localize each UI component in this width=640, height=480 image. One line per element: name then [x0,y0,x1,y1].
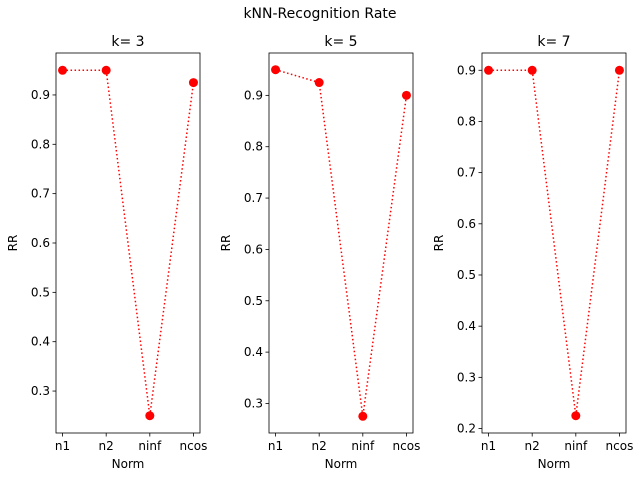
x-tick-label: n2 [99,439,114,453]
axes-frame [268,52,414,434]
y-axis-label: RR [432,235,446,252]
y-tick-label: 0.8 [31,137,50,151]
data-point-n2 [527,65,537,75]
y-tick-label: 0.5 [244,294,263,308]
y-tick-label: 0.6 [244,242,263,256]
y-tick-label: 0.3 [457,370,476,384]
y-tick-label: 0.4 [31,335,50,349]
subplot-title: k= 3 [111,34,144,50]
series-line [275,68,408,417]
data-point-n1 [58,65,68,75]
y-tick-label: 0.4 [244,345,263,359]
data-point-n2 [314,78,324,88]
data-point-n2 [101,65,111,75]
y-tick-label: 0.9 [244,88,263,102]
data-point-ninf [358,411,368,421]
y-tick-label: 0.4 [457,319,476,333]
x-tick-label: ninf [351,439,375,453]
x-tick-label: ninf [564,439,588,453]
y-tick-label: 0.6 [31,236,50,250]
data-point-n1 [271,65,281,75]
y-axis-label: RR [6,235,20,252]
x-axis-label: Norm [538,457,571,471]
x-tick-label: ncos [393,439,421,453]
data-point-ninf [145,411,155,421]
x-tick-label: ninf [138,439,162,453]
subplot-1: k= 3 n1 n2 ninf ncos 0.3 0.4 0.5 0.6 0.7 0.8 0.9 Nor… [6,34,207,471]
y-tick-label: 0.7 [244,191,263,205]
figure-title: kNN-Recognition Rate [243,6,396,22]
y-tick-label: 0.2 [457,422,476,436]
y-tick-label: 0.5 [457,268,476,282]
y-tick-label: 0.7 [31,187,50,201]
x-tick-label: n2 [525,439,540,453]
x-tick-label: ncos [180,439,208,453]
y-tick-label: 0.5 [31,285,50,299]
x-tick-label: n2 [312,439,327,453]
y-tick-label: 0.9 [457,63,476,77]
x-axis-label: Norm [112,457,145,471]
subplot-title: k= 5 [324,34,357,50]
y-tick-label: 0.9 [31,88,50,102]
y-axis-label: RR [219,235,233,252]
y-tick-label: 0.8 [457,114,476,128]
y-tick-label: 0.3 [31,384,50,398]
x-tick-label: n1 [481,439,496,453]
data-point-ncos [614,65,624,75]
y-tick-label: 0.6 [457,217,476,231]
subplot-title: k= 7 [537,34,570,50]
subplot-2: k= 5 n1 n2 ninf ncos 0.3 0.4 0.5 0.6 0.7 0.8 0.9 Nor… [219,34,420,471]
y-tick-label: 0.8 [244,140,263,154]
axes-frame [481,52,627,434]
subplot-3: k= 7 n1 n2 ninf ncos 0.2 0.3 0.4 0.5 0.6 0.7 0.8 0.9… [432,34,633,471]
y-tick-label: 0.7 [457,166,476,180]
x-tick-label: n1 [268,439,283,453]
data-point-ninf [571,411,581,421]
x-tick-label: ncos [606,439,634,453]
y-tick-label: 0.3 [244,396,263,410]
subplots: k= 3 n1 n2 ninf ncos 0.3 0.4 0.5 0.6 0.7 0.8 0.9 Nor… [6,34,633,471]
x-axis-label: Norm [325,457,358,471]
data-point-n1 [484,65,494,75]
x-tick-label: n1 [55,439,70,453]
data-point-ncos [188,78,198,88]
data-point-ncos [401,90,411,100]
